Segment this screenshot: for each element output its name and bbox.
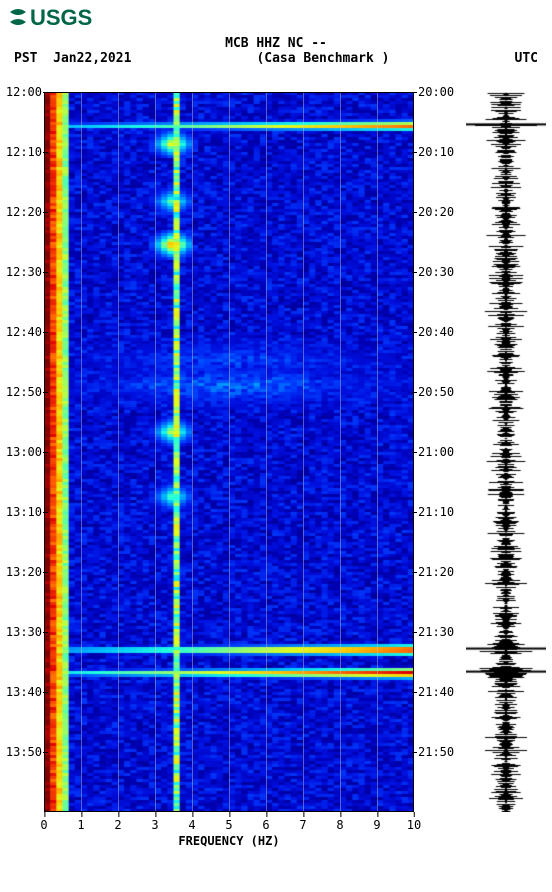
pst-tick: 13:40 xyxy=(6,685,42,699)
pst-tick: 13:50 xyxy=(6,745,42,759)
pst-tick: 12:10 xyxy=(6,145,42,159)
pst-tick: 13:20 xyxy=(6,565,42,579)
freq-tick: 3 xyxy=(151,818,158,832)
tz-right: UTC xyxy=(515,51,538,66)
waveform-canvas xyxy=(466,92,546,812)
pst-tick: 13:10 xyxy=(6,505,42,519)
gridline xyxy=(155,92,156,812)
freq-tick: 8 xyxy=(336,818,343,832)
utc-tick: 21:10 xyxy=(418,505,454,519)
gridline xyxy=(229,92,230,812)
freq-tick: 4 xyxy=(188,818,195,832)
gridline xyxy=(81,92,82,812)
pst-tick: 13:30 xyxy=(6,625,42,639)
tz-left: PST Jan22,2021 xyxy=(14,51,131,66)
pst-tick: 12:00 xyxy=(6,85,42,99)
utc-tick: 21:30 xyxy=(418,625,454,639)
frequency-axis: FREQUENCY (HZ) 012345678910 xyxy=(44,812,414,852)
header: MCB HHZ NC -- PST Jan22,2021 (Casa Bench… xyxy=(0,36,552,66)
site-name: (Casa Benchmark ) xyxy=(256,51,389,66)
freq-tick: 1 xyxy=(77,818,84,832)
gridline xyxy=(377,92,378,812)
utc-tick: 20:10 xyxy=(418,145,454,159)
svg-text:USGS: USGS xyxy=(30,5,92,30)
utc-tick: 20:40 xyxy=(418,325,454,339)
usgs-logo: USGS xyxy=(8,4,100,30)
frequency-label: FREQUENCY (HZ) xyxy=(44,834,414,848)
utc-axis: 20:0020:1020:2020:3020:4020:5021:0021:10… xyxy=(418,92,456,812)
freq-tick: 6 xyxy=(262,818,269,832)
utc-tick: 20:50 xyxy=(418,385,454,399)
utc-tick: 20:00 xyxy=(418,85,454,99)
utc-tick: 20:30 xyxy=(418,265,454,279)
utc-tick: 21:00 xyxy=(418,445,454,459)
freq-tick: 0 xyxy=(40,818,47,832)
utc-tick: 21:40 xyxy=(418,685,454,699)
freq-tick: 5 xyxy=(225,818,232,832)
utc-tick: 21:50 xyxy=(418,745,454,759)
freq-tick: 9 xyxy=(373,818,380,832)
pst-tick: 12:40 xyxy=(6,325,42,339)
pst-tick: 12:50 xyxy=(6,385,42,399)
utc-tick: 21:20 xyxy=(418,565,454,579)
gridline xyxy=(192,92,193,812)
gridline xyxy=(340,92,341,812)
pst-tick: 13:00 xyxy=(6,445,42,459)
waveform-plot xyxy=(466,92,546,812)
pst-axis: 12:0012:1012:2012:3012:4012:5013:0013:10… xyxy=(4,92,42,812)
gridline xyxy=(266,92,267,812)
freq-tick: 7 xyxy=(299,818,306,832)
freq-tick: 2 xyxy=(114,818,121,832)
gridline xyxy=(118,92,119,812)
pst-tick: 12:20 xyxy=(6,205,42,219)
pst-tick: 12:30 xyxy=(6,265,42,279)
utc-tick: 20:20 xyxy=(418,205,454,219)
station-line: MCB HHZ NC -- xyxy=(0,36,552,51)
freq-tick: 10 xyxy=(407,818,421,832)
spectrogram-plot xyxy=(44,92,414,812)
gridline xyxy=(303,92,304,812)
